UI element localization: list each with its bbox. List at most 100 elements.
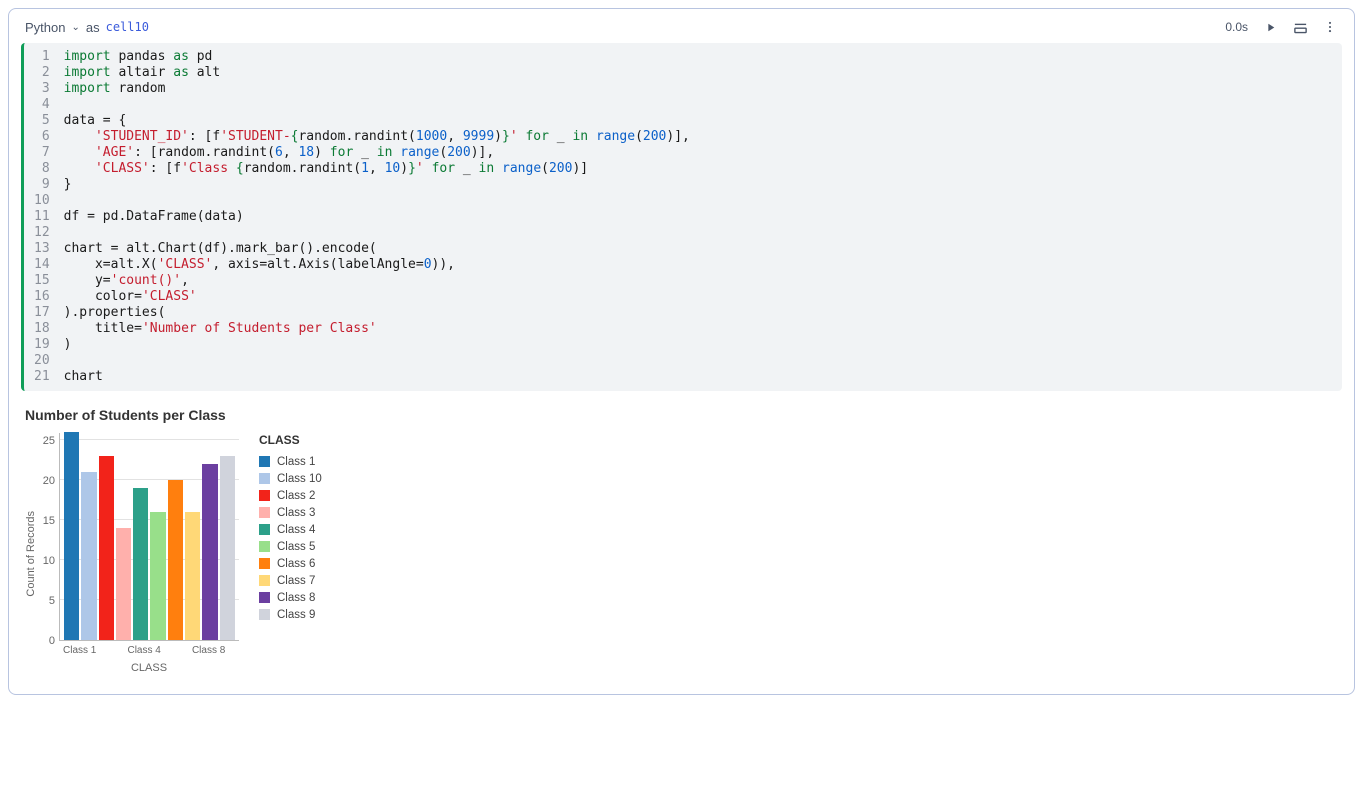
legend-swatch xyxy=(259,575,270,586)
legend-label: Class 10 xyxy=(277,473,322,485)
x-tick-label xyxy=(108,645,116,656)
legend-swatch xyxy=(259,592,270,603)
y-tick-label: 5 xyxy=(49,595,55,607)
legend-item[interactable]: Class 7 xyxy=(259,572,322,589)
play-icon[interactable] xyxy=(1262,19,1278,35)
legend-item[interactable]: Class 5 xyxy=(259,538,322,555)
chart-bar[interactable] xyxy=(64,432,79,640)
code-line[interactable]: import random xyxy=(64,81,690,97)
x-tick-label xyxy=(98,645,106,656)
x-tick-label: Class 1 xyxy=(63,645,96,656)
code-line[interactable]: color='CLASS' xyxy=(64,289,690,305)
chart-bar[interactable] xyxy=(116,528,131,640)
x-tick-label: Class 4 xyxy=(127,645,160,656)
y-tick-label: 25 xyxy=(43,435,55,447)
x-tick-label xyxy=(182,645,190,656)
legend-label: Class 5 xyxy=(277,541,315,553)
code-line[interactable] xyxy=(64,353,690,369)
chart-legend: CLASS Class 1 Class 10 Class 2 Class 3 Class… xyxy=(259,433,322,623)
legend-item[interactable]: Class 9 xyxy=(259,606,322,623)
code-line[interactable]: df = pd.DataFrame(data) xyxy=(64,209,690,225)
code-line[interactable]: 'AGE': [random.randint(6, 18) for _ in r… xyxy=(64,145,690,161)
x-axis-ticks: Class 1 Class 4 Class 8 xyxy=(59,641,239,656)
code-line[interactable]: chart xyxy=(64,369,690,385)
chart-plot xyxy=(59,433,239,641)
code-line[interactable]: chart = alt.Chart(df).mark_bar().encode( xyxy=(64,241,690,257)
legend-item[interactable]: Class 4 xyxy=(259,521,322,538)
code-line[interactable]: ) xyxy=(64,337,690,353)
legend-item[interactable]: Class 10 xyxy=(259,470,322,487)
line-number-gutter: 123456789101112131415161718192021 xyxy=(24,49,64,385)
legend-swatch xyxy=(259,609,270,620)
chart-bar[interactable] xyxy=(220,456,235,640)
code-line[interactable]: title='Number of Students per Class' xyxy=(64,321,690,337)
legend-label: Class 1 xyxy=(277,456,315,468)
output-area: Number of Students per Class Count of Re… xyxy=(21,391,1342,674)
code-editor[interactable]: 123456789101112131415161718192021 import… xyxy=(21,43,1342,391)
legend-swatch xyxy=(259,490,270,501)
legend-item[interactable]: Class 6 xyxy=(259,555,322,572)
legend-label: Class 3 xyxy=(277,507,315,519)
x-axis-title: CLASS xyxy=(59,662,239,674)
y-tick-label: 20 xyxy=(43,475,55,487)
legend-item[interactable]: Class 8 xyxy=(259,589,322,606)
legend-title: CLASS xyxy=(259,433,322,447)
y-tick-label: 15 xyxy=(43,515,55,527)
legend-swatch xyxy=(259,558,270,569)
execution-time: 0.0s xyxy=(1225,20,1248,34)
code-line[interactable]: } xyxy=(64,177,690,193)
chart-bar[interactable] xyxy=(81,472,96,640)
chevron-down-icon[interactable]: ⌄ xyxy=(71,22,79,33)
language-selector[interactable]: Python xyxy=(25,20,65,35)
code-line[interactable]: 'CLASS': [f'Class {random.randint(1, 10)… xyxy=(64,161,690,177)
cell-header: Python ⌄ as cell10 0.0s xyxy=(21,19,1342,43)
chart-bars xyxy=(60,433,239,640)
chart-container: Count of Records 2520151050 Class 1 Clas… xyxy=(25,433,1342,674)
y-axis-ticks: 2520151050 xyxy=(37,433,59,641)
chart-bar[interactable] xyxy=(185,512,200,640)
code-line[interactable] xyxy=(64,193,690,209)
x-tick-label xyxy=(118,645,126,656)
code-content[interactable]: import pandas as pdimport altair as alti… xyxy=(64,49,702,385)
legend-swatch xyxy=(259,456,270,467)
legend-label: Class 7 xyxy=(277,575,315,587)
code-line[interactable]: import pandas as pd xyxy=(64,49,690,65)
x-tick-label xyxy=(227,645,235,656)
legend-item[interactable]: Class 2 xyxy=(259,487,322,504)
code-line[interactable]: import altair as alt xyxy=(64,65,690,81)
cell-header-right: 0.0s xyxy=(1225,19,1338,35)
chart-bar[interactable] xyxy=(150,512,165,640)
code-line[interactable]: x=alt.X('CLASS', axis=alt.Axis(labelAngl… xyxy=(64,257,690,273)
legend-item[interactable]: Class 1 xyxy=(259,453,322,470)
x-tick-label xyxy=(163,645,171,656)
code-line[interactable]: ).properties( xyxy=(64,305,690,321)
chart-bar[interactable] xyxy=(99,456,114,640)
x-tick-label: Class 8 xyxy=(192,645,225,656)
chart-bar[interactable] xyxy=(202,464,217,640)
legend-swatch xyxy=(259,473,270,484)
notebook-cell: Python ⌄ as cell10 0.0s 1234567891011121… xyxy=(8,8,1355,695)
cell-name[interactable]: cell10 xyxy=(106,20,149,34)
output-toggle-icon[interactable] xyxy=(1292,19,1308,35)
chart-bar[interactable] xyxy=(168,480,183,640)
more-icon[interactable] xyxy=(1322,19,1338,35)
legend-item[interactable]: Class 3 xyxy=(259,504,322,521)
code-line[interactable] xyxy=(64,225,690,241)
chart-bar[interactable] xyxy=(133,488,148,640)
x-tick-label xyxy=(173,645,181,656)
code-line[interactable] xyxy=(64,97,690,113)
legend-label: Class 6 xyxy=(277,558,315,570)
legend-swatch xyxy=(259,507,270,518)
as-label: as xyxy=(86,20,100,35)
legend-label: Class 8 xyxy=(277,592,315,604)
code-line[interactable]: y='count()', xyxy=(64,273,690,289)
y-axis-title: Count of Records xyxy=(25,511,37,597)
chart-title: Number of Students per Class xyxy=(25,407,1342,423)
code-line[interactable]: 'STUDENT_ID': [f'STUDENT-{random.randint… xyxy=(64,129,690,145)
legend-label: Class 4 xyxy=(277,524,315,536)
legend-swatch xyxy=(259,541,270,552)
code-line[interactable]: data = { xyxy=(64,113,690,129)
cell-header-left: Python ⌄ as cell10 xyxy=(25,20,149,35)
legend-label: Class 9 xyxy=(277,609,315,621)
y-tick-label: 0 xyxy=(49,635,55,647)
